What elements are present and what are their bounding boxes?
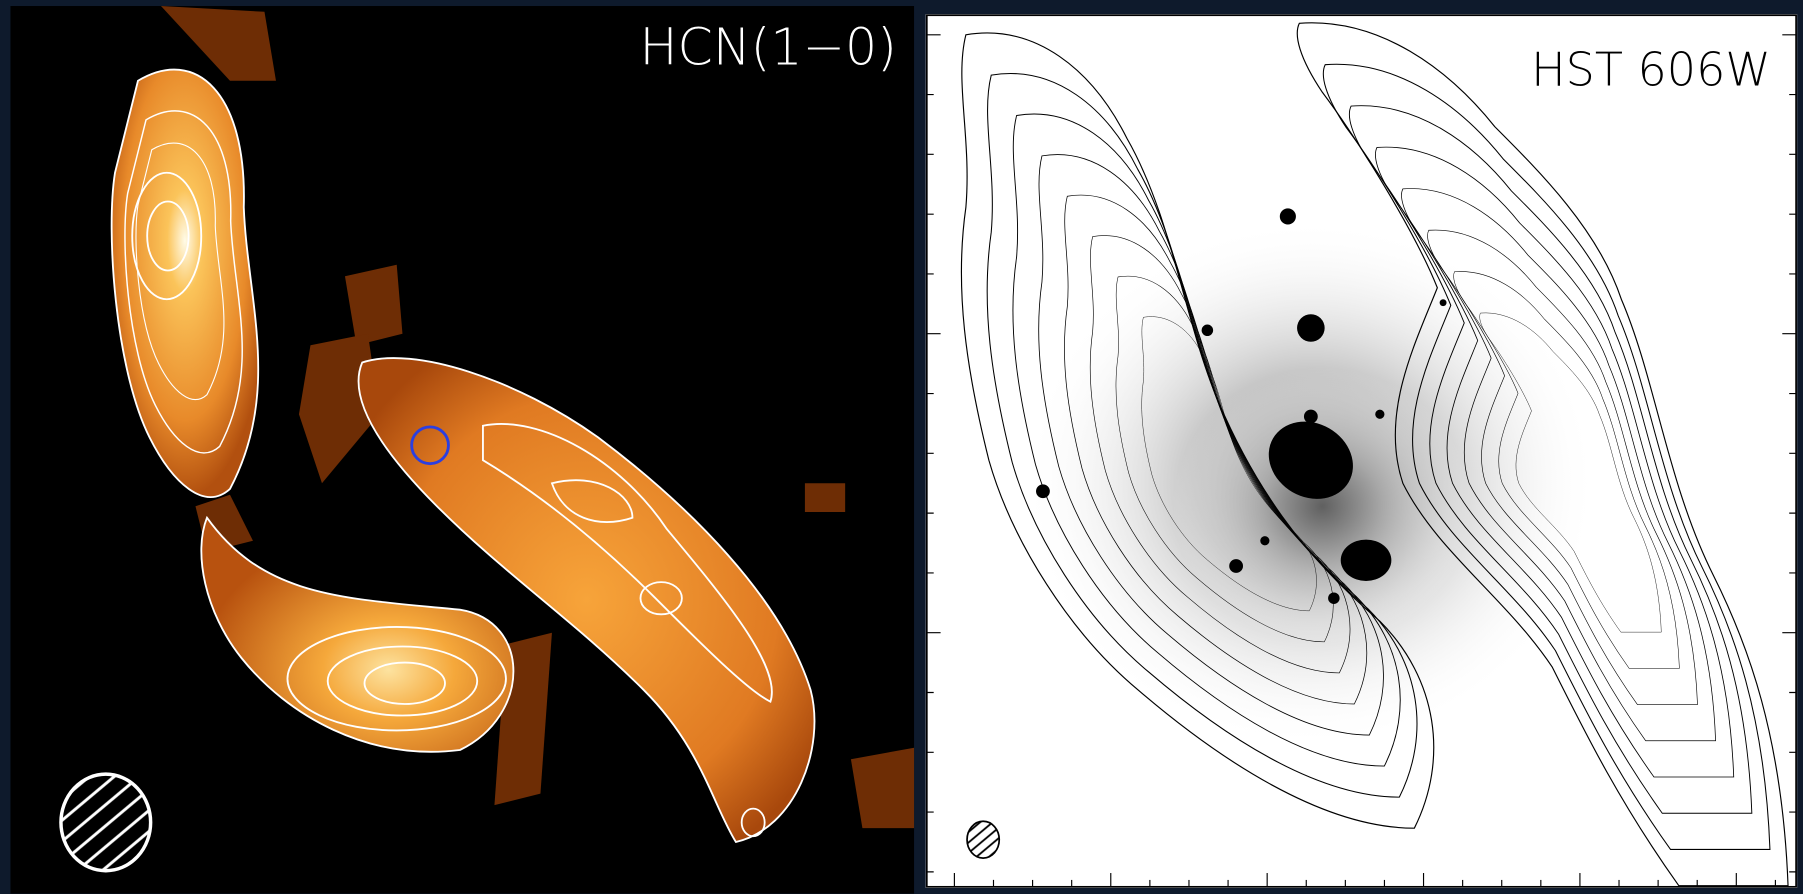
body: HCN(1−0) HST 606W (() => { const data = … bbox=[0, 0, 1803, 894]
ellipse bbox=[1173, 368, 1472, 644]
path bbox=[805, 483, 845, 512]
circle bbox=[1229, 559, 1243, 573]
panel-label: HST 606W bbox=[1531, 42, 1771, 96]
circle bbox=[1280, 208, 1296, 224]
beam bbox=[967, 821, 999, 858]
circle bbox=[1328, 592, 1339, 603]
hcn-panel: HCN(1−0) bbox=[10, 6, 914, 894]
ellipse bbox=[1341, 540, 1392, 581]
beam bbox=[61, 774, 151, 871]
circle bbox=[1297, 314, 1325, 342]
circle bbox=[1304, 410, 1318, 424]
circle bbox=[1202, 325, 1213, 336]
figure: HCN(1−0) HST 606W bbox=[0, 0, 1803, 894]
panel-label: HCN(1−0) bbox=[640, 18, 897, 77]
hst-panel: HST 606W bbox=[926, 14, 1798, 888]
path bbox=[851, 748, 914, 828]
circle bbox=[1440, 299, 1447, 306]
circle bbox=[1260, 536, 1269, 545]
circle bbox=[1375, 410, 1384, 419]
page: HCN(1-0) and HST 606W panels {"panels": … bbox=[0, 0, 1803, 894]
